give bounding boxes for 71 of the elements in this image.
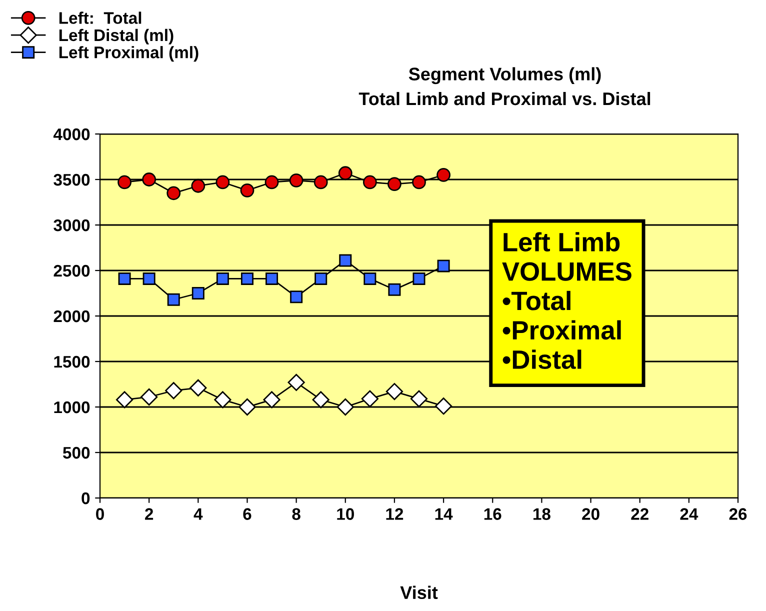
point [264, 175, 279, 190]
x-tick-label: 12 [386, 508, 404, 520]
x-tick-label: 18 [533, 508, 550, 520]
x-tick-label: 22 [631, 508, 648, 520]
point [216, 175, 230, 190]
x-tick-label: 0 [96, 508, 104, 520]
point [314, 175, 328, 190]
point [240, 272, 254, 285]
point [412, 175, 426, 190]
point [214, 391, 232, 408]
point [364, 272, 376, 285]
point [388, 283, 401, 296]
chart-title: Segment Volumes (ml) Total Limb and Proximal vs. Distal [358, 67, 650, 106]
y-tick-label: 3000 [54, 219, 90, 232]
y-tick-label: 1000 [54, 401, 90, 414]
point [361, 390, 378, 408]
annotation: Left Limb VOLUMES •Total •Proximal •Distal [502, 232, 632, 370]
point [166, 186, 181, 200]
x-tick-label: 4 [194, 508, 203, 520]
point [388, 177, 402, 191]
point [140, 388, 158, 406]
point [142, 172, 156, 186]
y-tick-label: 0 [82, 492, 90, 504]
point [118, 175, 132, 190]
point [290, 290, 303, 304]
point [190, 379, 207, 396]
point [314, 272, 328, 285]
x-tick-label: 16 [484, 508, 502, 520]
point [436, 168, 450, 182]
x-tick-label: 2 [145, 508, 154, 520]
legend-label: Left: Total [59, 12, 142, 24]
point [116, 391, 134, 408]
y-tick-label: 3500 [54, 174, 90, 186]
y-tick-label: 500 [62, 446, 90, 459]
y-tick-label: 4000 [53, 128, 90, 140]
x-axis-title: Visit [400, 586, 438, 600]
point [288, 374, 305, 391]
point [238, 398, 256, 416]
point [336, 398, 354, 416]
x-tick-label: 8 [292, 508, 300, 520]
point [412, 272, 426, 285]
point [410, 390, 428, 408]
x-tick-label: 20 [582, 508, 600, 520]
point [266, 272, 278, 285]
point [216, 272, 229, 285]
point [437, 260, 450, 272]
point [312, 391, 330, 408]
point [167, 293, 180, 306]
x-tick-label: 26 [729, 508, 747, 520]
x-tick-label: 10 [337, 508, 354, 520]
point [165, 382, 182, 400]
point [289, 173, 304, 188]
point [386, 382, 404, 400]
point [191, 178, 206, 193]
legend-label: Left Distal (ml) [59, 28, 174, 44]
point [142, 272, 156, 285]
point [362, 175, 377, 190]
point [192, 287, 204, 300]
y-tick-label: 2500 [54, 264, 90, 277]
point [240, 183, 254, 198]
y-tick-label: 1500 [54, 356, 90, 368]
point [434, 398, 452, 415]
y-tick-label: 2000 [54, 310, 90, 322]
x-tick-label: 14 [435, 508, 453, 520]
x-tick-label: 6 [243, 508, 252, 520]
legend-label: Left Proximal (ml) [59, 46, 198, 62]
point [339, 254, 352, 267]
point [338, 166, 352, 180]
x-tick-label: 24 [680, 508, 698, 520]
point [118, 272, 131, 285]
point [263, 391, 280, 408]
